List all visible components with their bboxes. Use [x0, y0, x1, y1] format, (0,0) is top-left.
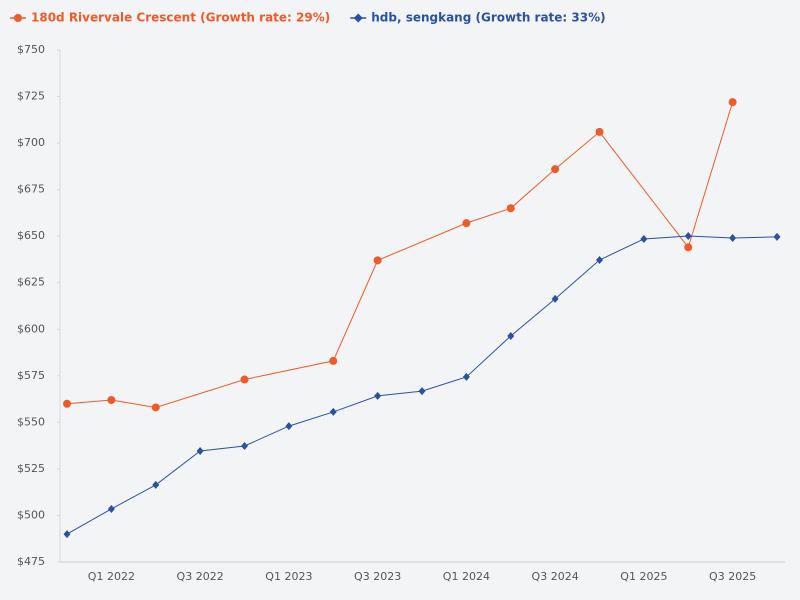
y-tick-label: $725: [17, 90, 45, 103]
data-point: [329, 356, 338, 365]
data-point: [285, 422, 293, 431]
y-tick-label: $550: [17, 415, 45, 428]
y-tick-label: $600: [17, 322, 45, 335]
data-point: [63, 399, 71, 408]
data-point: [596, 256, 603, 265]
data-point: [240, 375, 249, 384]
data-point: [241, 442, 248, 451]
series-line: [66, 101, 734, 408]
data-point: [196, 447, 204, 456]
data-point: [595, 127, 604, 136]
data-point: [684, 231, 692, 240]
data-point: [107, 396, 116, 405]
y-tick-label: $525: [17, 462, 45, 475]
data-point: [462, 372, 470, 381]
data-point: [506, 204, 515, 213]
x-tick-label: Q3 2023: [354, 570, 401, 583]
x-tick-label: Q1 2023: [265, 570, 312, 583]
data-point: [418, 387, 426, 396]
x-tick-label: Q1 2025: [620, 570, 667, 583]
data-point: [551, 165, 560, 174]
legend-label: 180d Rivervale Crescent (Growth rate: 29…: [31, 11, 330, 25]
data-point: [507, 331, 515, 340]
data-point: [729, 234, 737, 243]
data-point: [728, 98, 737, 107]
x-tick-label: Q3 2025: [709, 570, 756, 583]
legend-label: hdb, sengkang (Growth rate: 33%): [371, 11, 605, 25]
y-tick-label: $675: [17, 183, 45, 196]
data-point: [684, 243, 693, 252]
data-point: [551, 294, 559, 303]
legend-marker: [353, 13, 363, 23]
legend-marker: [14, 14, 22, 22]
y-tick-label: $625: [17, 276, 45, 289]
data-point: [373, 256, 382, 265]
y-tick-label: $750: [17, 43, 45, 56]
x-tick-label: Q1 2022: [88, 570, 135, 583]
y-tick-label: $475: [17, 555, 45, 568]
data-point: [640, 234, 648, 243]
x-tick-label: Q1 2024: [443, 570, 490, 583]
data-point: [152, 480, 160, 489]
data-point: [63, 530, 71, 539]
data-point: [462, 219, 471, 228]
x-tick-label: Q3 2024: [532, 570, 579, 583]
data-point: [773, 232, 781, 241]
x-tick-label: Q3 2022: [177, 570, 224, 583]
y-tick-label: $650: [17, 229, 45, 242]
y-tick-label: $575: [17, 369, 45, 382]
data-point: [107, 504, 115, 513]
y-tick-label: $500: [17, 508, 45, 521]
data-point: [151, 403, 160, 412]
y-tick-label: $700: [17, 136, 45, 149]
data-point: [329, 407, 337, 416]
data-point: [374, 391, 382, 400]
